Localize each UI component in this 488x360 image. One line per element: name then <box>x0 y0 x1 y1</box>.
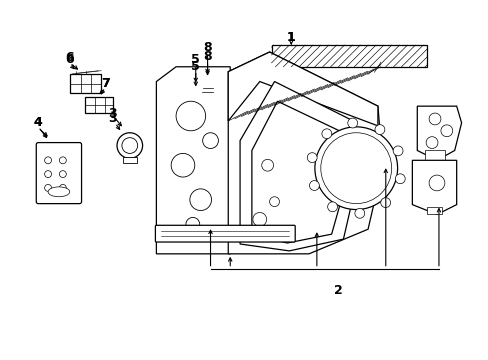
Circle shape <box>171 153 194 177</box>
Text: 7: 7 <box>101 77 109 90</box>
Circle shape <box>347 118 357 128</box>
Circle shape <box>252 212 266 226</box>
Circle shape <box>212 102 218 108</box>
Text: 4: 4 <box>34 116 42 129</box>
Circle shape <box>192 90 198 96</box>
Circle shape <box>320 133 391 204</box>
Text: 3: 3 <box>107 112 116 125</box>
Circle shape <box>122 138 138 153</box>
Ellipse shape <box>48 187 70 197</box>
Bar <box>122 157 137 163</box>
Text: 5: 5 <box>191 53 200 66</box>
Ellipse shape <box>161 79 230 120</box>
Text: 6: 6 <box>65 51 74 64</box>
Polygon shape <box>411 160 456 215</box>
Text: 8: 8 <box>203 41 211 54</box>
Bar <box>426 207 441 215</box>
Circle shape <box>428 113 440 125</box>
Polygon shape <box>156 67 230 254</box>
Circle shape <box>59 157 66 164</box>
Circle shape <box>440 125 452 137</box>
Circle shape <box>44 184 51 191</box>
Circle shape <box>261 159 273 171</box>
FancyBboxPatch shape <box>155 225 295 242</box>
Ellipse shape <box>169 86 222 113</box>
Circle shape <box>44 157 51 164</box>
Text: 3: 3 <box>107 107 116 120</box>
Circle shape <box>306 153 317 162</box>
Bar <box>424 150 444 162</box>
Polygon shape <box>416 106 461 160</box>
Circle shape <box>117 133 142 158</box>
Circle shape <box>269 197 279 207</box>
FancyBboxPatch shape <box>70 74 101 93</box>
Circle shape <box>395 174 405 184</box>
Polygon shape <box>240 82 358 251</box>
Circle shape <box>59 171 66 177</box>
Text: 6: 6 <box>65 53 74 66</box>
Text: 8: 8 <box>203 50 211 63</box>
Circle shape <box>374 125 384 135</box>
Circle shape <box>425 137 437 148</box>
Circle shape <box>185 217 199 231</box>
Circle shape <box>202 133 218 148</box>
Polygon shape <box>197 81 217 95</box>
FancyBboxPatch shape <box>36 143 81 204</box>
Circle shape <box>44 171 51 177</box>
Bar <box>271 45 426 67</box>
Polygon shape <box>228 52 382 254</box>
FancyBboxPatch shape <box>85 97 113 113</box>
Circle shape <box>176 101 205 131</box>
Circle shape <box>392 146 402 156</box>
Polygon shape <box>251 101 346 243</box>
Text: 4: 4 <box>34 116 42 129</box>
Circle shape <box>173 103 179 109</box>
Circle shape <box>189 189 211 211</box>
Text: 2: 2 <box>333 284 342 297</box>
Circle shape <box>314 127 397 210</box>
Text: 5: 5 <box>191 60 200 73</box>
Polygon shape <box>228 52 377 126</box>
Circle shape <box>428 175 444 191</box>
Circle shape <box>327 202 337 212</box>
Circle shape <box>321 129 331 139</box>
Circle shape <box>354 208 364 218</box>
Circle shape <box>59 184 66 191</box>
Circle shape <box>380 198 390 208</box>
Circle shape <box>309 181 319 190</box>
Text: 7: 7 <box>101 77 109 90</box>
Text: 1: 1 <box>286 31 295 44</box>
Text: 1: 1 <box>286 31 295 44</box>
